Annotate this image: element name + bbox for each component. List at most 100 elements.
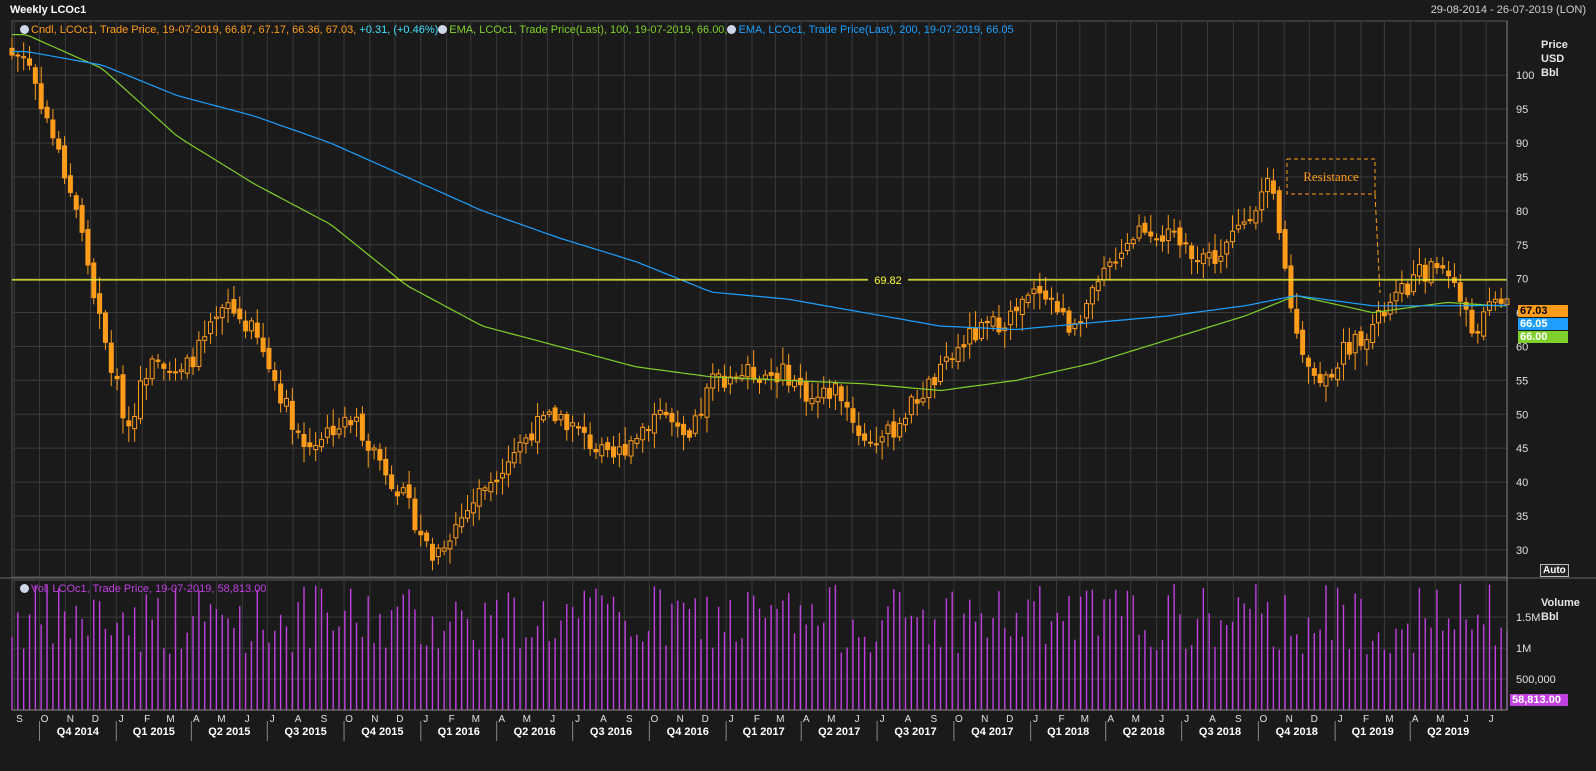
- candle-body: [646, 429, 652, 432]
- x-tick-label-month: A: [803, 714, 810, 725]
- candle-body: [581, 426, 587, 433]
- x-tick-label-month: N: [981, 714, 988, 725]
- candle-body: [319, 439, 325, 448]
- candle-body: [1019, 298, 1025, 315]
- candle-body: [762, 374, 768, 380]
- candle-body: [698, 413, 704, 416]
- legend-options-icon[interactable]: [20, 25, 29, 34]
- x-tick-label-quarter: Q3 2017: [894, 726, 936, 738]
- candle-body: [102, 312, 108, 343]
- x-tick-label-quarter: Q1 2017: [743, 726, 785, 738]
- candle-body: [1206, 251, 1212, 259]
- candle-body: [535, 416, 541, 443]
- candle-body: [132, 416, 138, 430]
- x-tick-label-month: J: [1159, 714, 1164, 725]
- candle-body: [1194, 260, 1200, 263]
- x-tick-label-quarter: Q3 2016: [590, 726, 632, 738]
- candle-body: [634, 438, 640, 444]
- candle-body: [1311, 368, 1317, 376]
- candle-body: [1376, 310, 1382, 324]
- x-tick-label-month: J: [575, 714, 580, 725]
- x-tick-label-month: J: [1033, 714, 1038, 725]
- legend-options-icon[interactable]: [438, 25, 448, 34]
- x-tick-label-month: M: [1385, 714, 1393, 725]
- candle-body: [313, 445, 319, 451]
- candle-body: [202, 336, 208, 341]
- x-tick-label-month: M: [776, 714, 784, 725]
- candle-body: [50, 119, 56, 139]
- candle-body: [599, 444, 605, 457]
- x-tick-label-quarter: Q1 2019: [1352, 726, 1394, 738]
- x-tick-label-quarter: Q4 2016: [667, 726, 709, 738]
- hline-label: 69.82: [874, 275, 902, 287]
- candle-body: [1335, 367, 1341, 381]
- x-tick-label-quarter: Q3 2015: [285, 726, 327, 738]
- candle-body: [692, 415, 698, 434]
- y-tick-label: 30: [1516, 545, 1528, 557]
- candle-body: [394, 491, 400, 497]
- resistance-label: Resistance: [1303, 169, 1359, 184]
- y-tick-label: 70: [1516, 274, 1528, 286]
- candle-body: [237, 308, 243, 320]
- x-tick-label-month: A: [600, 714, 607, 725]
- candle-body: [558, 413, 564, 421]
- candle-body: [1148, 231, 1154, 237]
- candle-body: [1294, 308, 1300, 334]
- x-tick-label-month: J: [855, 714, 860, 725]
- y-tick-label: 95: [1516, 104, 1528, 116]
- candle-body: [926, 378, 932, 399]
- candle-body: [891, 421, 897, 438]
- candle-body: [143, 378, 149, 386]
- candle-body: [482, 487, 488, 491]
- x-tick-label-month: M: [217, 714, 225, 725]
- candle-body: [505, 461, 511, 475]
- candle-body: [920, 397, 926, 403]
- candle-body: [231, 299, 237, 314]
- volume-tick-label: 500,000: [1516, 674, 1556, 686]
- candle-body: [295, 430, 301, 433]
- x-tick-label-month: F: [449, 714, 455, 725]
- candle-body: [44, 106, 50, 119]
- candle-body: [1136, 225, 1142, 239]
- volume-axis-title: Volume Bbl: [1541, 596, 1580, 624]
- candle-body: [15, 54, 21, 57]
- x-tick-label-month: A: [498, 714, 505, 725]
- candle-body: [1072, 323, 1078, 330]
- candle-body: [885, 424, 891, 435]
- candle-body: [1119, 252, 1125, 259]
- candle-body: [400, 487, 406, 494]
- candle-body: [465, 510, 471, 519]
- x-tick-label-month: D: [396, 714, 403, 725]
- candle-body: [546, 411, 552, 415]
- candle-body: [628, 440, 634, 457]
- candle-body: [301, 434, 307, 447]
- candle-body: [529, 433, 535, 441]
- x-tick-label-month: J: [119, 714, 124, 725]
- x-tick-label-month: A: [295, 714, 302, 725]
- y-tick-label: 60: [1516, 341, 1528, 353]
- candle-body: [914, 399, 920, 404]
- candle-body: [1008, 310, 1014, 326]
- legend-options-icon[interactable]: [20, 584, 29, 593]
- x-tick-label-month: J: [1184, 714, 1189, 725]
- volume-tick-label: 1.5M: [1516, 612, 1540, 624]
- candle-body: [1411, 274, 1417, 293]
- x-tick-label-month: J: [729, 714, 734, 725]
- candle-body: [406, 484, 412, 499]
- candle-body: [786, 364, 792, 386]
- candle-body: [850, 408, 856, 423]
- candle-body: [1475, 331, 1481, 334]
- auto-scale-button[interactable]: Auto: [1540, 564, 1569, 577]
- candle-body: [435, 547, 441, 558]
- candle-body: [511, 452, 517, 464]
- x-tick-label-month: S: [626, 714, 633, 725]
- candle-body: [365, 440, 371, 451]
- candle-body: [651, 413, 657, 434]
- candle-body: [540, 415, 546, 421]
- legend-options-icon[interactable]: [727, 25, 737, 34]
- candle-body: [243, 320, 249, 332]
- candle-body: [1218, 255, 1224, 262]
- candle-body: [1492, 298, 1498, 303]
